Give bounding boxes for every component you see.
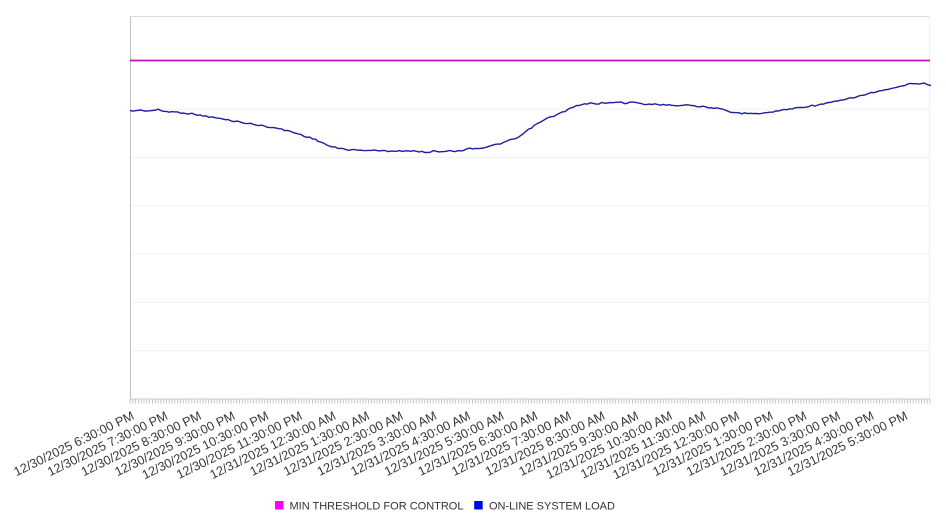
svg-text:MIN THRESHOLD FOR CONTROL: MIN THRESHOLD FOR CONTROL <box>290 501 464 513</box>
svg-text:ON-LINE SYSTEM LOAD: ON-LINE SYSTEM LOAD <box>489 501 615 513</box>
